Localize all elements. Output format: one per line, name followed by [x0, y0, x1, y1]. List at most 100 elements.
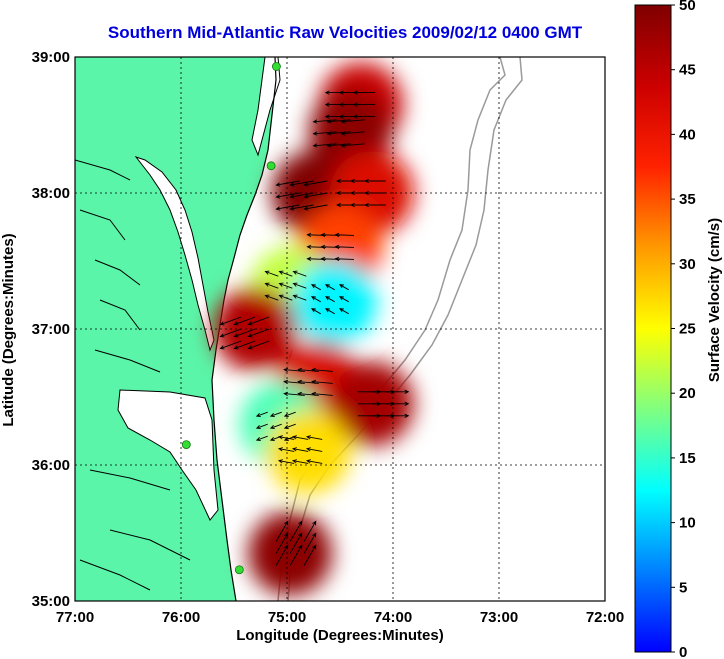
y-tick-label: 36:00 [32, 457, 70, 474]
colorbar-tick-label: 45 [679, 62, 696, 79]
velocity-arrow [264, 294, 279, 301]
y-axis: 39:00 38:00 37:00 36:00 35:00 Latitude (… [0, 49, 70, 610]
velocity-arrow [303, 532, 317, 554]
velocity-arrow [385, 413, 410, 418]
velocity-arrow [255, 435, 268, 442]
velocity-arrow [277, 435, 295, 440]
chart-title: Southern Mid-Atlantic Raw Velocities 200… [108, 23, 583, 42]
velocity-arrow [334, 256, 355, 262]
colorbar-tick-label: 0 [679, 644, 687, 659]
velocity-arrow [310, 284, 321, 291]
y-tick-label: 39:00 [32, 49, 70, 66]
radar-station-marker [271, 62, 281, 71]
velocity-arrow [277, 447, 295, 452]
colorbar-tick-label: 40 [679, 126, 696, 143]
grid-lines [75, 57, 605, 601]
colorbar-label: Surface Velocity (cm/s) [706, 218, 723, 382]
velocity-arrow [247, 340, 270, 350]
velocity-arrow [324, 284, 335, 291]
velocity-arrow [289, 180, 314, 187]
velocity-arrow [311, 391, 333, 397]
radar-stations [181, 62, 281, 575]
velocity-arrow [275, 180, 300, 187]
y-tick-label: 37:00 [32, 321, 70, 338]
velocity-arrow [312, 119, 337, 124]
velocity-arrow [247, 328, 270, 338]
velocity-arrow [289, 192, 314, 199]
y-tick-label: 38:00 [32, 185, 70, 202]
velocity-arrow [305, 459, 323, 464]
y-tick-label: 35:00 [32, 593, 70, 610]
velocity-arrow [312, 131, 337, 136]
velocity-arrow [352, 90, 376, 95]
velocity-arrow [289, 204, 314, 211]
velocity-arrow [275, 532, 289, 554]
velocity-arrow [340, 131, 365, 136]
velocity-arrow [326, 131, 351, 136]
velocity-arrow [255, 423, 268, 430]
velocity-arrow [334, 244, 355, 250]
velocity-arrow [326, 119, 351, 124]
velocity-arrow [219, 316, 242, 326]
velocity-arrow [352, 102, 376, 107]
colorbar-tick-label: 35 [679, 191, 696, 208]
velocity-arrow [385, 389, 410, 394]
x-tick-label: 73:00 [480, 609, 518, 626]
x-tick-label: 72:00 [586, 609, 624, 626]
x-axis: 77:00 76:00 75:00 74:00 73:00 72:00 Long… [56, 609, 624, 644]
velocity-arrow [291, 459, 309, 464]
velocity-arrow [278, 270, 293, 277]
velocity-arrow [352, 114, 376, 119]
radar-station-marker [181, 440, 191, 450]
velocity-arrow [278, 294, 293, 301]
velocity-arrow [277, 459, 295, 464]
velocity-arrow [219, 340, 242, 350]
velocity-arrow [311, 379, 333, 385]
velocity-arrow [303, 544, 317, 566]
velocity-arrow [292, 270, 307, 277]
velocity-vectors [219, 90, 410, 566]
velocity-arrow [291, 435, 309, 440]
velocity-arrow [283, 411, 296, 418]
velocity-arrow [364, 178, 386, 184]
velocity-arrow [264, 282, 279, 289]
velocity-arrow [303, 204, 328, 211]
velocity-arrow [269, 423, 282, 430]
velocity-arrow [292, 294, 307, 301]
velocity-arrow [219, 328, 242, 338]
x-tick-label: 77:00 [56, 609, 94, 626]
velocity-arrow [255, 411, 268, 418]
colorbar-tick-label: 5 [679, 579, 687, 596]
velocity-arrow [324, 296, 335, 303]
radar-station-marker [266, 161, 276, 171]
velocity-arrow [303, 192, 328, 199]
velocity-arrow [340, 143, 365, 148]
velocity-arrow [233, 328, 256, 338]
colorbar-gradient [634, 4, 672, 653]
x-tick-label: 74:00 [374, 609, 412, 626]
colorbar-tick-label: 25 [679, 321, 696, 338]
velocity-arrow [289, 544, 303, 566]
velocity-arrow [289, 520, 303, 542]
velocity-arrow [278, 282, 293, 289]
velocity-arrow [364, 202, 386, 208]
velocity-arrow [275, 520, 289, 542]
velocity-arrow [310, 308, 321, 315]
velocity-arrow [233, 316, 256, 326]
velocity-arrow [326, 143, 351, 148]
velocity-arrow [269, 411, 282, 418]
velocity-arrow [312, 143, 337, 148]
colorbar-tick-label: 15 [679, 450, 696, 467]
velocity-arrow [247, 316, 270, 326]
y-axis-label: Latitude (Degrees:Minutes) [0, 233, 17, 426]
velocity-arrow [275, 192, 300, 199]
colorbar-tick-label: 10 [679, 515, 696, 532]
x-axis-label: Longitude (Degrees:Minutes) [236, 627, 444, 644]
velocity-arrow [385, 401, 410, 406]
velocity-arrow [275, 204, 300, 211]
velocity-arrow [310, 296, 321, 303]
velocity-arrow [334, 232, 355, 238]
colorbar-tick-label: 30 [679, 256, 696, 273]
